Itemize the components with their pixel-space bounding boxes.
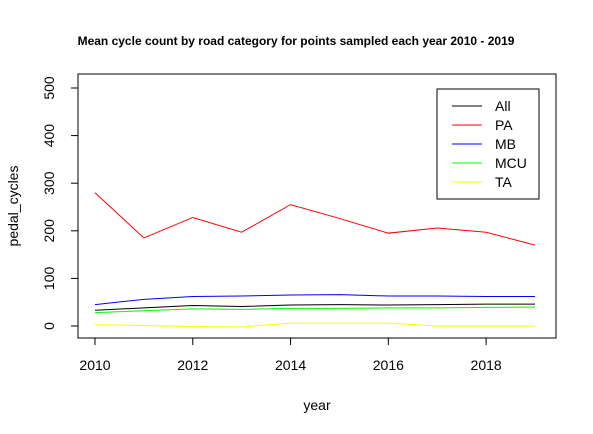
legend-label-mb: MB: [495, 136, 516, 152]
series-line-all: [94, 303, 535, 311]
x-axis-label: year: [303, 397, 331, 413]
x-tick-label: 2012: [177, 357, 208, 373]
legend: All PA MB MCU TA: [436, 88, 540, 200]
y-tick-label: 400: [41, 124, 57, 148]
series-line-ta: [94, 322, 535, 328]
y-tick-label: 100: [41, 267, 57, 291]
x-tick-label: 2016: [373, 357, 404, 373]
chart-title: Mean cycle count by road category for po…: [78, 34, 515, 48]
legend-label-ta: TA: [495, 174, 513, 190]
y-axis-label: pedal_cycles: [5, 166, 21, 247]
x-axis: 2010 2012 2014 2016 2018: [79, 337, 502, 373]
series-line-mb: [94, 294, 535, 306]
series-line-mcu: [94, 306, 536, 314]
series-layer: [94, 192, 536, 328]
y-tick-label: 300: [41, 171, 57, 195]
legend-label-pa: PA: [495, 117, 513, 133]
y-tick-label: 200: [41, 219, 57, 243]
x-tick-label: 2014: [275, 357, 306, 373]
series-line-pa: [94, 192, 536, 246]
legend-label-mcu: MCU: [495, 155, 527, 171]
y-tick-label: 500: [41, 76, 57, 100]
y-axis: 0 100 200 300 400 500: [41, 76, 79, 330]
x-tick-label: 2018: [471, 357, 502, 373]
y-tick-label: 0: [41, 322, 57, 330]
x-tick-label: 2010: [79, 357, 110, 373]
legend-label-all: All: [495, 98, 511, 114]
